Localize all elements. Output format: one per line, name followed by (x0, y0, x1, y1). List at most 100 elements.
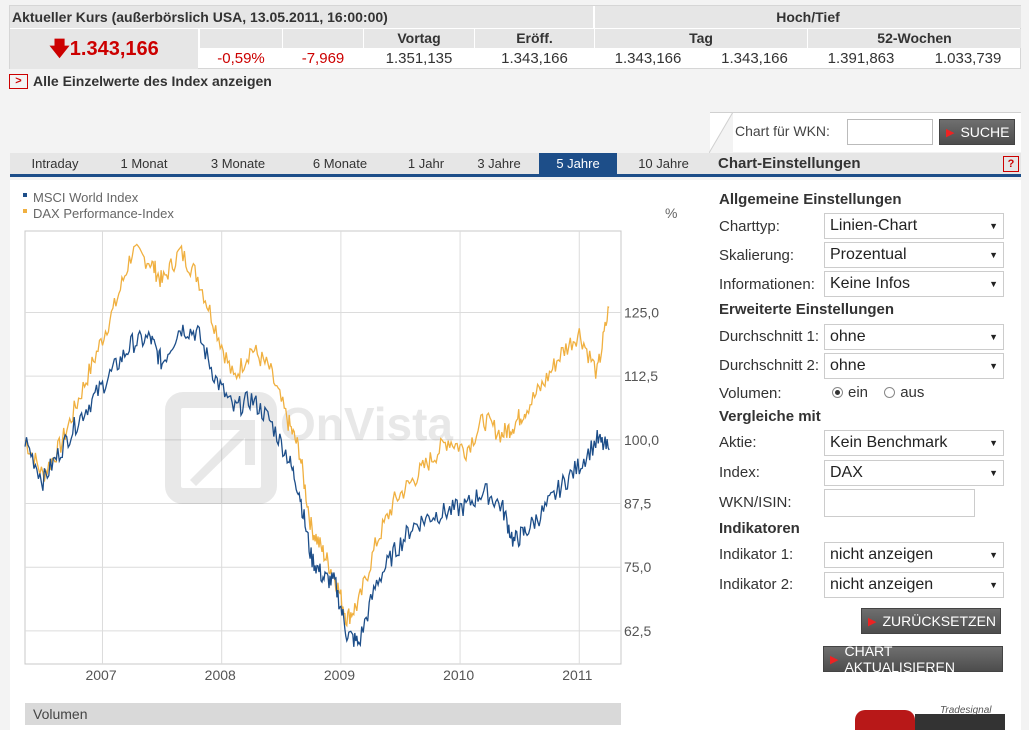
wkn-search-label: Chart für WKN: (735, 123, 830, 139)
plot-area (24, 230, 622, 665)
durchschnitt2-select[interactable]: ohne ▼ (824, 353, 1004, 379)
skalierung-label: Skalierung: (719, 247, 795, 264)
down-arrow-icon: 🡇 (49, 38, 70, 60)
aktie-select[interactable]: Kein Benchmark ▼ (824, 430, 1004, 456)
x-tick-label: 2009 (324, 667, 355, 683)
arrow-right-icon: > (9, 73, 28, 89)
legend-label-dax: DAX Performance-Index (33, 206, 174, 221)
y-tick-label: 75,0 (624, 559, 651, 575)
change-pct: -0,59% (217, 50, 265, 67)
wkn-search-input[interactable] (847, 119, 933, 145)
col-eroeff: Eröff. (475, 29, 594, 48)
current-price: 1.343,166 (69, 38, 159, 60)
dax-series-line (24, 243, 610, 628)
eroeff-value: 1.343,166 (501, 50, 568, 67)
indikator1-label: Indikator 1: (719, 546, 794, 563)
charttyp-label: Charttyp: (719, 218, 780, 235)
chevron-down-icon: ▼ (989, 361, 998, 371)
help-icon[interactable]: ? (1003, 156, 1019, 172)
all-stocks-link[interactable]: > Alle Einzelwerte des Index anzeigen (9, 73, 272, 89)
col-empty-1 (200, 29, 282, 48)
tab-3-jahre[interactable]: 3 Jahre (477, 156, 521, 171)
tab-1-monat[interactable]: 1 Monat (120, 156, 168, 171)
grid-lines (25, 231, 621, 664)
col-vortag: Vortag (364, 29, 474, 48)
update-chart-button[interactable]: ▶ CHART AKTUALISIEREN (823, 643, 1003, 675)
play-icon: ▶ (830, 653, 839, 666)
indikator1-select[interactable]: nicht anzeigen ▼ (824, 542, 1004, 568)
chevron-down-icon: ▼ (989, 279, 998, 289)
col-tag: Tag (595, 29, 807, 48)
volumen-on-radio[interactable]: ein (832, 384, 868, 401)
wkn-isin-input[interactable] (824, 489, 975, 517)
durchschnitt1-select[interactable]: ohne ▼ (824, 324, 1004, 350)
x-tick-label: 2011 (562, 667, 592, 683)
chevron-down-icon: ▼ (989, 250, 998, 260)
y-tick-label: 100,0 (624, 432, 659, 448)
indikator2-value: nicht anzeigen (830, 576, 934, 593)
play-icon: ▶ (946, 126, 955, 139)
chart-panel: MSCI World Index DAX Performance-Index %… (10, 180, 710, 730)
tab-5-jahre[interactable]: 5 Jahre (539, 153, 617, 175)
volumen-radio-group: ein aus (832, 384, 924, 401)
volumen-off-radio[interactable]: aus (884, 384, 924, 401)
chart-legend: MSCI World Index DAX Performance-Index (23, 190, 174, 221)
index-select[interactable]: DAX ▼ (824, 460, 1004, 486)
msci-series-line (24, 324, 610, 648)
legend-swatch-msci (23, 193, 27, 197)
aktie-label: Aktie: (719, 434, 757, 451)
w52-hoch-value: 1.391,863 (827, 50, 895, 67)
x-tick-label: 2007 (85, 667, 116, 683)
informationen-select[interactable]: Keine Infos ▼ (824, 271, 1004, 297)
skalierung-value: Prozentual (830, 246, 907, 263)
indicators-heading: Indikatoren (719, 520, 800, 537)
tab-corner (709, 112, 733, 153)
search-button[interactable]: ▶ SUCHE (939, 119, 1015, 145)
y-tick-label: 125,0 (624, 305, 659, 321)
line-chart[interactable]: MSCI World Index DAX Performance-Index %… (10, 180, 710, 700)
watermark-text: OnVista (280, 398, 453, 450)
durchschnitt1-value: ohne (830, 328, 866, 345)
indikator2-select[interactable]: nicht anzeigen ▼ (824, 572, 1004, 598)
quote-table: Aktueller Kurs (außerbörslich USA, 13.05… (9, 5, 1021, 69)
onvista-watermark: OnVista (165, 392, 453, 504)
update-chart-button-label: CHART AKTUALISIEREN (844, 643, 955, 675)
y-tick-label: 62,5 (624, 623, 651, 639)
wkn-isin-label: WKN/ISIN: (719, 494, 792, 511)
charttyp-value: Linien-Chart (830, 217, 918, 234)
reset-button-label: ZURÜCKSETZEN (882, 613, 997, 629)
index-value: DAX (830, 464, 863, 481)
w52-tief-value: 1.033,739 (934, 50, 1002, 67)
informationen-label: Informationen: (719, 276, 815, 293)
y-axis-ticks: 62,5 75,0 87,5 100,0 112,5 125,0 (624, 305, 659, 639)
volumen-label: Volumen: (719, 385, 782, 402)
compare-heading: Vergleiche mit (719, 408, 821, 425)
charttyp-select[interactable]: Linien-Chart ▼ (824, 213, 1004, 239)
search-button-label: SUCHE (960, 124, 1010, 140)
play-icon: ▶ (868, 615, 877, 628)
col-52wochen: 52-Wochen (808, 29, 1021, 48)
y-tick-label: 87,5 (624, 496, 651, 512)
tag-hoch-value: 1.343,166 (614, 50, 682, 67)
price-box: 🡇1.343,166 (10, 29, 198, 69)
change-abs: -7,969 (301, 50, 345, 67)
indikator2-label: Indikator 2: (719, 576, 794, 593)
series-lines (24, 243, 610, 648)
indikator1-value: nicht anzeigen (830, 546, 934, 563)
y-tick-label: 112,5 (624, 368, 658, 384)
volumen-on-label: ein (848, 384, 869, 401)
general-settings-heading: Allgemeine Einstellungen (719, 191, 902, 208)
skalierung-select[interactable]: Prozentual ▼ (824, 242, 1004, 268)
chevron-down-icon: ▼ (989, 550, 998, 560)
unit-label: % (665, 205, 677, 221)
reset-button[interactable]: ▶ ZURÜCKSETZEN (861, 608, 1001, 634)
tab-6-monate[interactable]: 6 Monate (312, 156, 368, 171)
tab-1-jahr[interactable]: 1 Jahr (407, 156, 445, 171)
tab-intraday[interactable]: Intraday (31, 156, 79, 171)
tab-3-monate[interactable]: 3 Monate (210, 156, 266, 171)
timeframe-tabs: Intraday 1 Monat 3 Monate 6 Monate 1 Jah… (10, 153, 710, 177)
tab-10-jahre[interactable]: 10 Jahre (638, 156, 689, 171)
legend-label-msci: MSCI World Index (33, 190, 139, 205)
chart-settings-panel: Allgemeine Einstellungen Charttyp: Linie… (710, 180, 1021, 730)
informationen-value: Keine Infos (830, 275, 911, 292)
